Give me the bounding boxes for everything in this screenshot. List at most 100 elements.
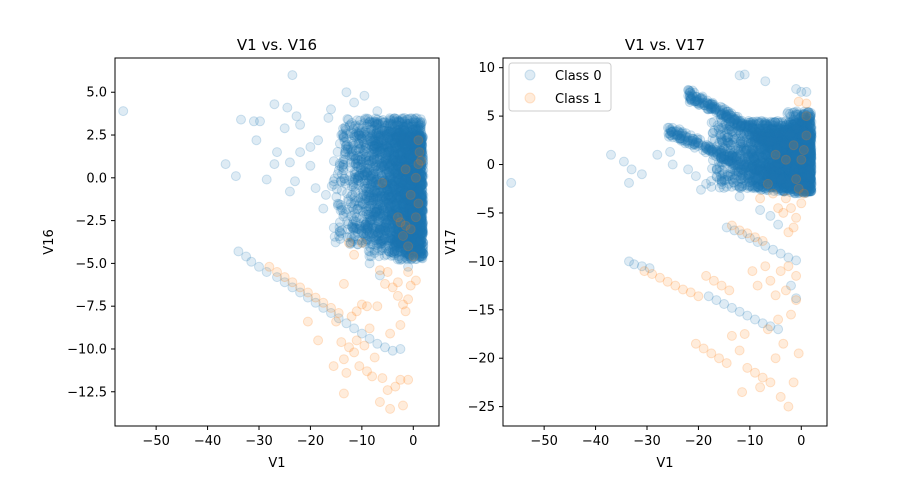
scatter-point-class-0 xyxy=(334,231,345,242)
scatter-point-class-0 xyxy=(364,119,375,130)
scatter-point-class-0 xyxy=(395,344,406,354)
scatter-point-class-0 xyxy=(369,140,380,151)
scatter-point-class-1 xyxy=(392,277,403,288)
scatter-point-class-0 xyxy=(404,199,415,210)
scatter-point-class-0 xyxy=(344,121,355,131)
y-tick-label: 5.0 xyxy=(86,86,107,101)
scatter-point-class-0 xyxy=(401,194,412,205)
scatter-point-class-0 xyxy=(372,164,383,175)
scatter-point-class-0 xyxy=(415,159,426,170)
scatter-point-class-0 xyxy=(407,178,418,189)
scatter-point-class-0 xyxy=(284,186,295,197)
scatter-point-class-0 xyxy=(352,173,363,184)
scatter-point-class-0 xyxy=(366,124,377,135)
scatter-point-class-0 xyxy=(713,122,724,133)
scatter-point-class-0 xyxy=(406,138,417,149)
scatter-point-class-0 xyxy=(385,201,396,212)
scatter-point-class-1 xyxy=(377,177,388,188)
scatter-point-class-0 xyxy=(360,238,371,249)
scatter-point-class-0 xyxy=(401,134,412,145)
scatter-point-class-0 xyxy=(397,178,408,189)
scatter-point-class-0 xyxy=(409,210,420,221)
scatter-point-class-0 xyxy=(355,177,366,187)
scatter-point-class-0 xyxy=(385,114,396,125)
scatter-point-class-0 xyxy=(375,239,386,249)
scatter-point-class-0 xyxy=(373,238,384,249)
scatter-point-class-0 xyxy=(412,157,423,168)
scatter-point-class-0 xyxy=(365,179,376,190)
scatter-point-class-0 xyxy=(398,206,409,217)
scatter-point-class-0 xyxy=(349,121,360,132)
scatter-point-class-1 xyxy=(403,241,414,252)
scatter-point-class-0 xyxy=(375,130,386,141)
scatter-point-class-0 xyxy=(412,212,423,223)
scatter-point-class-0 xyxy=(369,248,380,258)
y-tick-label: −10.0 xyxy=(67,342,107,357)
scatter-point-class-0 xyxy=(405,149,416,160)
scatter-point-class-0 xyxy=(364,165,375,176)
scatter-point-class-0 xyxy=(410,132,421,143)
scatter-point-class-0 xyxy=(350,223,361,234)
scatter-point-class-0 xyxy=(404,129,415,140)
scatter-point-class-0 xyxy=(385,137,396,148)
scatter-point-class-0 xyxy=(401,147,412,158)
scatter-point-class-0 xyxy=(368,222,379,233)
scatter-point-class-0 xyxy=(379,140,390,151)
scatter-point-class-1 xyxy=(400,306,411,317)
scatter-point-class-0 xyxy=(359,199,370,210)
scatter-point-class-0 xyxy=(390,175,401,186)
scatter-point-class-0 xyxy=(403,155,414,166)
scatter-point-class-0 xyxy=(338,165,349,176)
scatter-point-class-1 xyxy=(372,301,383,312)
scatter-point-class-0 xyxy=(391,141,402,152)
scatter-point-class-0 xyxy=(366,141,377,152)
scatter-point-class-0 xyxy=(406,187,417,198)
scatter-point-class-0 xyxy=(360,152,371,162)
scatter-point-class-1 xyxy=(405,189,416,200)
chart-title: V1 vs. V16 xyxy=(237,36,317,54)
scatter-point-class-0 xyxy=(381,120,392,131)
scatter-point-class-0 xyxy=(414,221,425,232)
scatter-point-class-0 xyxy=(406,222,417,233)
scatter-point-class-0 xyxy=(269,99,280,110)
x-tick-label: −30 xyxy=(245,434,272,449)
scatter-point-class-0 xyxy=(282,102,293,113)
scatter-point-class-0 xyxy=(370,175,381,185)
scatter-point-class-0 xyxy=(379,180,389,191)
scatter-point-class-1 xyxy=(328,361,339,372)
scatter-point-class-0 xyxy=(338,208,349,219)
scatter-point-class-0 xyxy=(416,157,427,168)
scatter-point-class-0 xyxy=(336,130,347,140)
scatter-point-class-0 xyxy=(359,90,370,101)
scatter-point-class-0 xyxy=(345,128,356,139)
scatter-point-class-1 xyxy=(395,320,406,330)
scatter-point-class-1 xyxy=(338,388,349,399)
scatter-point-class-0 xyxy=(378,157,389,168)
scatter-point-class-0 xyxy=(395,160,405,171)
scatter-point-class-1 xyxy=(398,231,408,241)
scatter-point-class-0 xyxy=(366,156,377,167)
scatter-point-class-0 xyxy=(409,216,420,227)
scatter-point-class-0 xyxy=(401,120,412,131)
scatter-point-class-0 xyxy=(396,124,407,135)
scatter-point-class-0 xyxy=(374,130,384,141)
scatter-point-class-0 xyxy=(399,121,410,132)
scatter-point-class-0 xyxy=(413,117,424,128)
scatter-point-class-0 xyxy=(403,196,414,207)
scatter-point-class-0 xyxy=(401,118,412,129)
scatter-point-class-0 xyxy=(339,154,350,165)
scatter-point-class-0 xyxy=(414,219,425,230)
scatter-point-class-1 xyxy=(346,311,357,322)
scatter-point-class-0 xyxy=(396,178,407,189)
scatter-point-class-0 xyxy=(395,186,406,197)
scatter-point-class-0 xyxy=(402,155,413,166)
scatter-point-class-0 xyxy=(395,229,406,240)
scatter-point-class-0 xyxy=(396,189,407,200)
scatter-point-class-0 xyxy=(412,146,423,157)
scatter-point-class-0 xyxy=(305,142,316,152)
scatter-point-class-0 xyxy=(401,210,412,221)
x-tick-label: −20 xyxy=(297,434,324,449)
scatter-point-class-1 xyxy=(338,354,349,365)
scatter-point-class-0 xyxy=(357,134,368,145)
